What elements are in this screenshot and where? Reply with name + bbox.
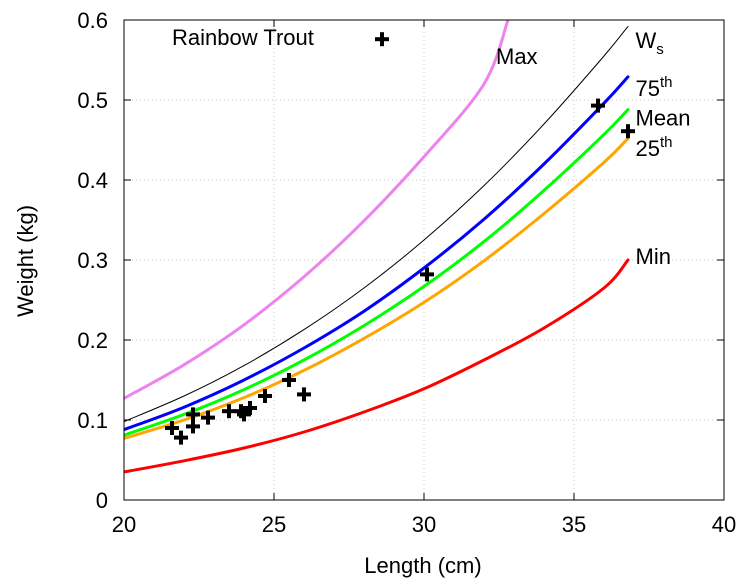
- curve-label-mean: Mean: [636, 106, 691, 131]
- curve-max: [124, 20, 510, 400]
- y-tick-label: 0.3: [77, 248, 108, 273]
- data-point: [297, 387, 311, 402]
- data-point: [420, 267, 434, 282]
- data-point: [201, 410, 215, 425]
- x-tick-label: 25: [262, 512, 286, 537]
- species-label: Rainbow Trout: [172, 25, 314, 50]
- data-point: [282, 373, 296, 387]
- data-point: [621, 124, 635, 139]
- curve-label-min: Min: [636, 244, 671, 269]
- data-point: [591, 98, 605, 113]
- x-tick-label: 30: [412, 512, 436, 537]
- x-axis-label: Length (cm): [364, 553, 481, 578]
- curve-25th: [124, 136, 630, 440]
- data-point: [165, 421, 179, 435]
- curve-ws: [124, 25, 629, 423]
- curve-label-ws: Ws: [636, 28, 664, 58]
- grid: [123, 19, 725, 501]
- y-tick-label: 0: [96, 488, 108, 513]
- data-point: [258, 389, 272, 403]
- y-axis-label: Weight (kg): [13, 205, 38, 317]
- curve-label-25th: 25th: [636, 134, 673, 161]
- rainbow-trout-points: [165, 32, 635, 445]
- curves: [124, 20, 630, 474]
- y-tick-label: 0.2: [77, 328, 108, 353]
- data-point: [222, 404, 236, 419]
- x-tick-label: 35: [562, 512, 586, 537]
- data-point: [174, 430, 188, 445]
- curve-min: [124, 258, 630, 474]
- curve-mean: [124, 108, 630, 437]
- data-point: [186, 407, 200, 422]
- y-tick-label: 0.1: [77, 408, 108, 433]
- curve-label-75th: 75th: [636, 74, 673, 101]
- axis-ticks: 20 25 30 35 40 0 0.1 0.2 0.3 0.4 0.5 0.6: [77, 8, 736, 537]
- curve-labels: Max Ws 75th Mean 25th Min: [496, 28, 691, 269]
- data-point: [243, 401, 257, 415]
- y-tick-label: 0.5: [77, 88, 108, 113]
- x-tick-label: 40: [712, 512, 736, 537]
- data-point: [375, 32, 389, 47]
- x-tick-label: 20: [112, 512, 136, 537]
- y-tick-label: 0.6: [77, 8, 108, 33]
- data-point: [186, 419, 200, 434]
- y-tick-label: 0.4: [77, 168, 108, 193]
- curve-75th: [124, 75, 630, 432]
- curve-label-max: Max: [496, 44, 538, 69]
